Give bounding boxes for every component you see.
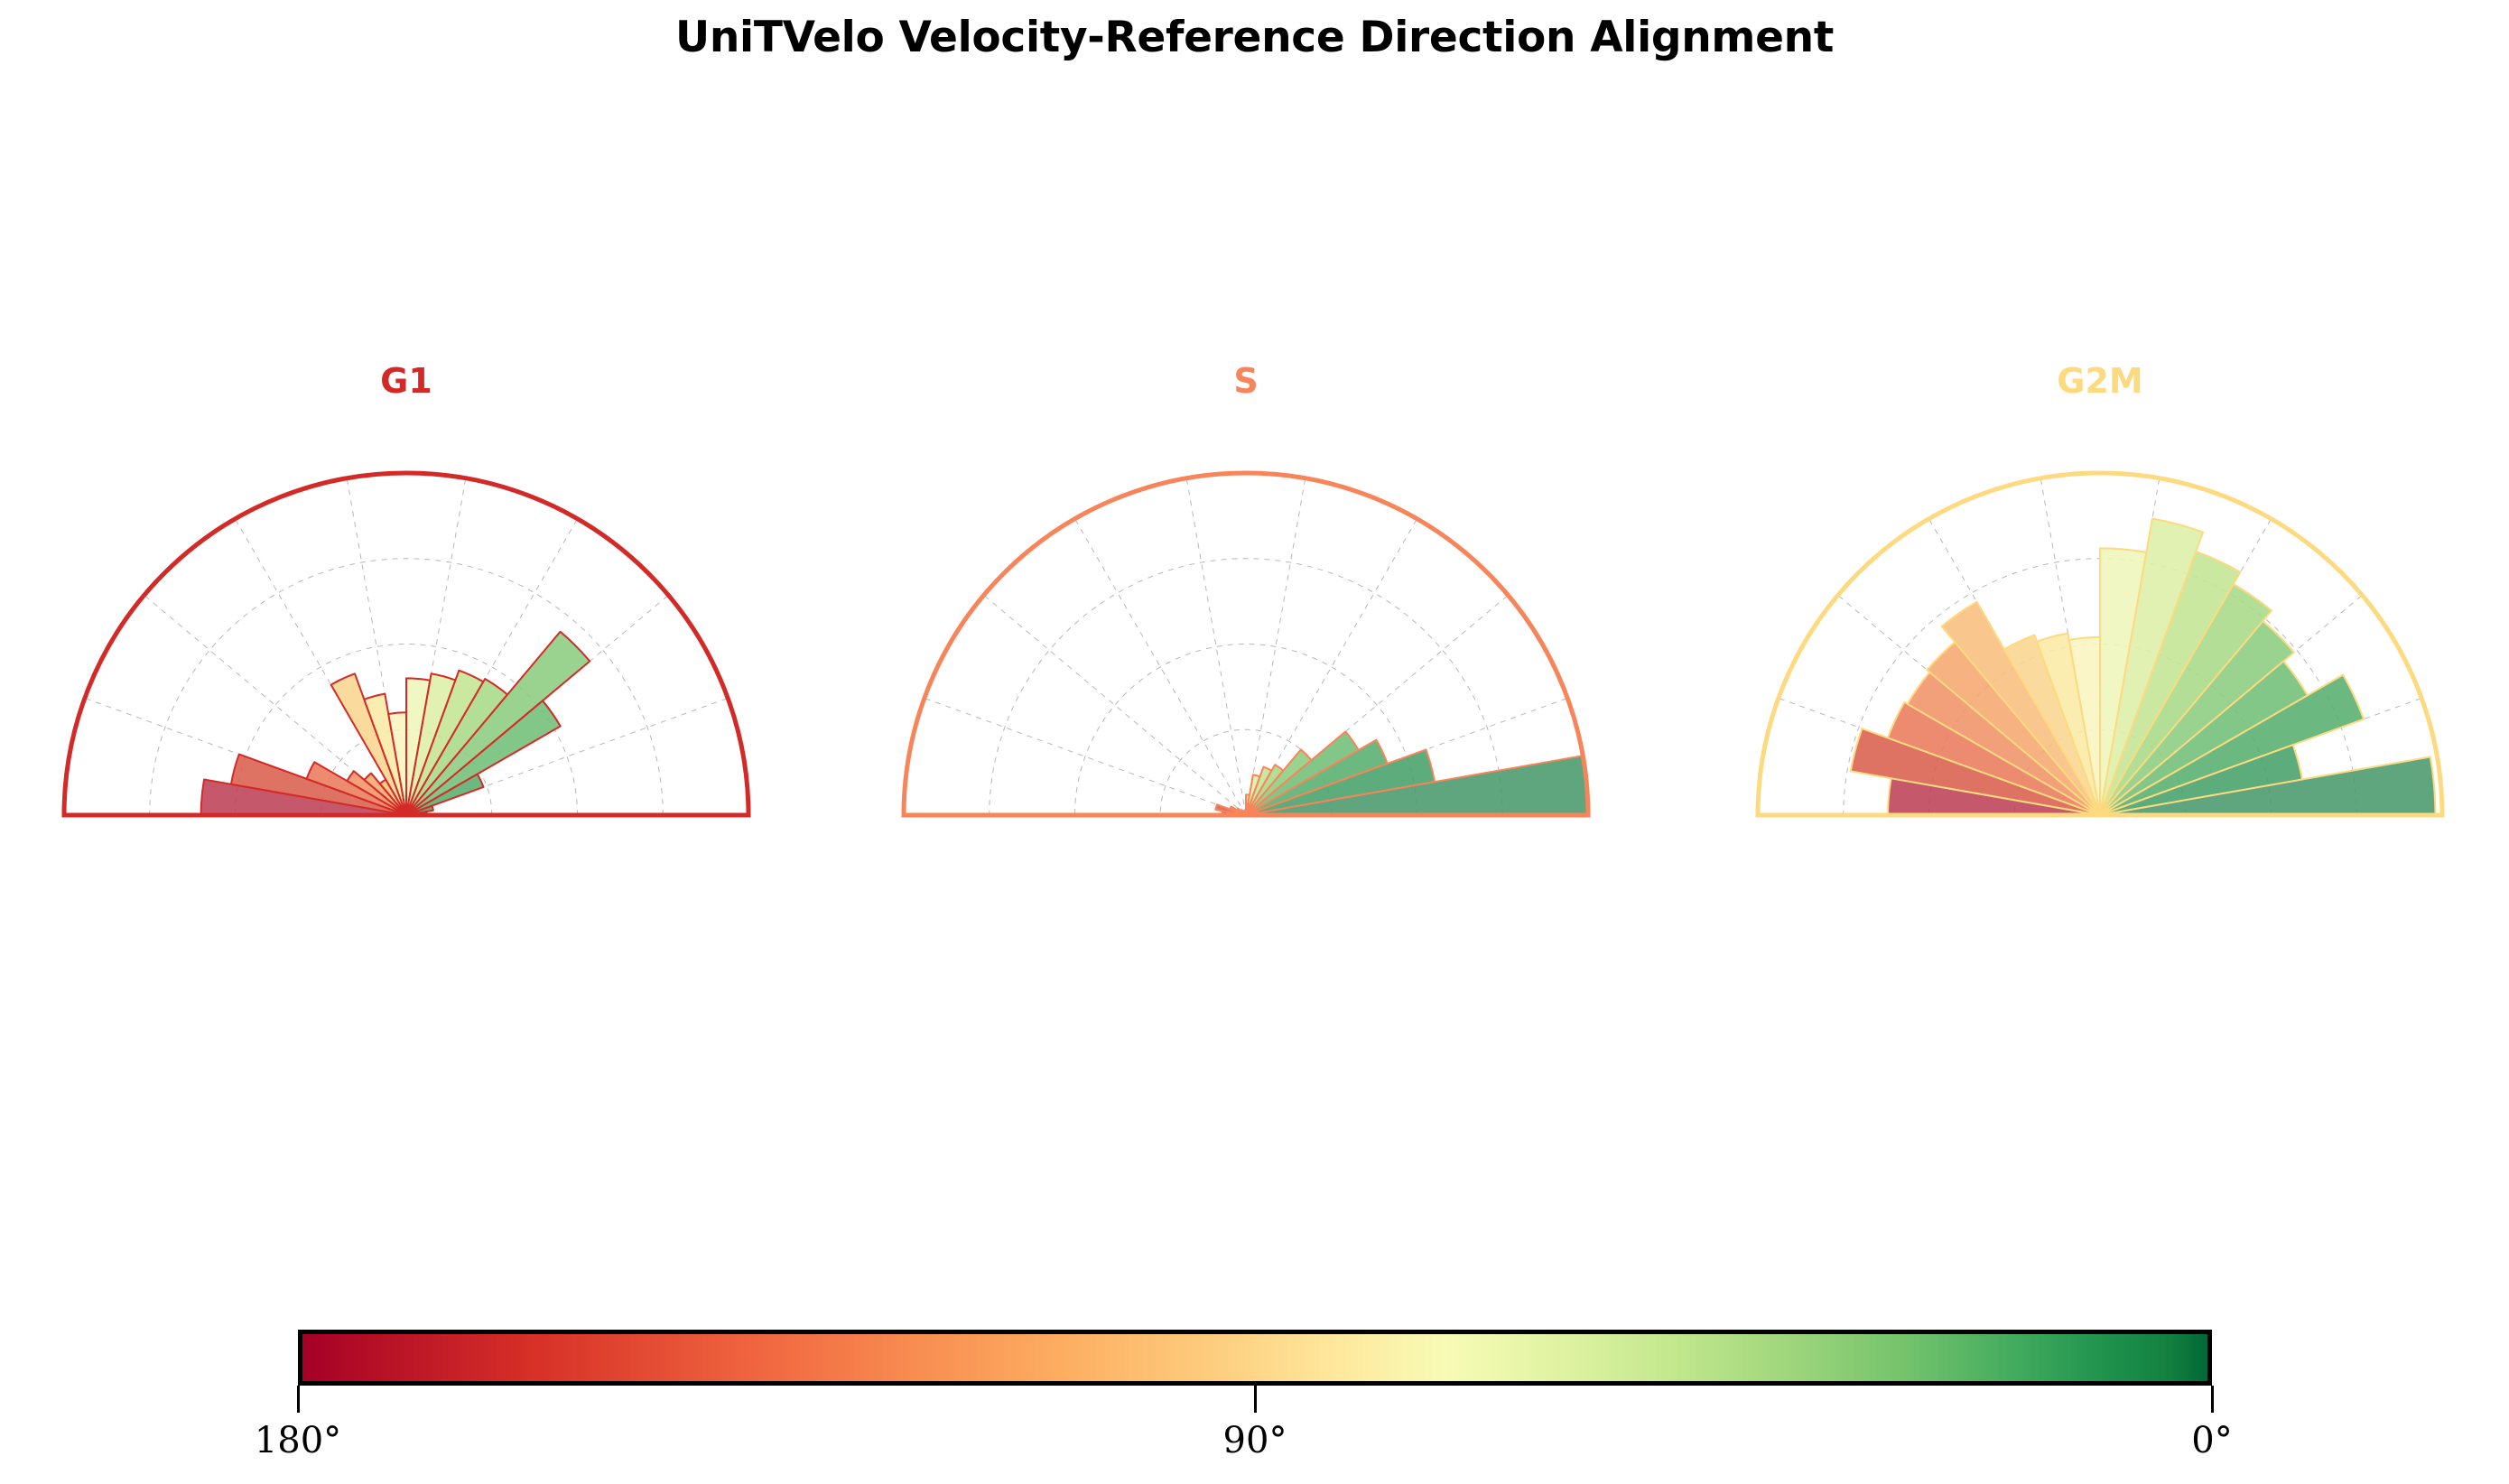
page-title: UniTVelo Velocity-Reference Direction Al…: [674, 13, 1834, 62]
panel-title-s: S: [1233, 361, 1259, 401]
polar-axis-spine: [901, 470, 1591, 818]
rose-bar: [405, 804, 434, 816]
colorbar-tick-mark: [297, 1386, 300, 1413]
grid-spoke: [1245, 478, 1306, 816]
colorbar-tick-label: 90°: [1222, 1420, 1287, 1461]
grid-ring: [149, 558, 664, 816]
colorbar-tick-mark: [2211, 1386, 2214, 1413]
grid-ring: [1159, 728, 1333, 816]
rose-bar: [2099, 517, 2205, 816]
colorbar-tick-label: 180°: [254, 1420, 342, 1461]
rose-bar: [2099, 550, 2242, 816]
rose-svg-g1: [61, 470, 751, 818]
panel-s: S: [840, 361, 1652, 903]
rose-bar: [405, 773, 485, 816]
panel-title-g2m: G2M: [2057, 361, 2143, 401]
panel-title-g1: G1: [380, 361, 432, 401]
rose-bar: [346, 770, 407, 816]
rose-chart-g2m: [1694, 451, 2506, 867]
rose-bar: [1886, 700, 2101, 816]
rose-svg-s: [901, 470, 1591, 818]
rose-bar: [2099, 620, 2295, 816]
colorbar-tick-mark: [1254, 1386, 1257, 1413]
rose-bar: [330, 672, 407, 816]
rose-chart-g1: [0, 451, 813, 867]
rose-bar: [2099, 582, 2273, 816]
panel-g2m: G2M: [1694, 361, 2506, 903]
grid-spoke: [924, 697, 1247, 816]
rose-bar: [1849, 728, 2101, 816]
colorbar: 180° 90° 0°: [0, 1300, 2509, 1480]
rose-bar: [2036, 632, 2101, 816]
grid-spoke: [1185, 478, 1247, 816]
rose-chart-s: [840, 451, 1652, 867]
rose-bar: [363, 772, 407, 816]
rose-svg-g2m: [1755, 470, 2445, 818]
polar-axis-spine: [61, 470, 751, 818]
rose-bar: [2003, 634, 2101, 816]
rose-bar: [363, 692, 407, 816]
colorbar-tick-label: 0°: [2191, 1420, 2233, 1461]
panel-g1: G1: [0, 361, 813, 903]
rose-bar: [405, 700, 562, 816]
rose-bar: [1940, 600, 2101, 816]
rose-bar: [305, 761, 407, 816]
grid-ring: [989, 558, 1503, 816]
grid-spoke: [983, 595, 1247, 816]
colorbar-gradient: [298, 1330, 2212, 1386]
rose-bar: [405, 630, 591, 816]
polar-axis-spine: [1755, 470, 2445, 818]
grid-spoke: [1074, 518, 1247, 816]
rose-bar: [2099, 673, 2365, 816]
